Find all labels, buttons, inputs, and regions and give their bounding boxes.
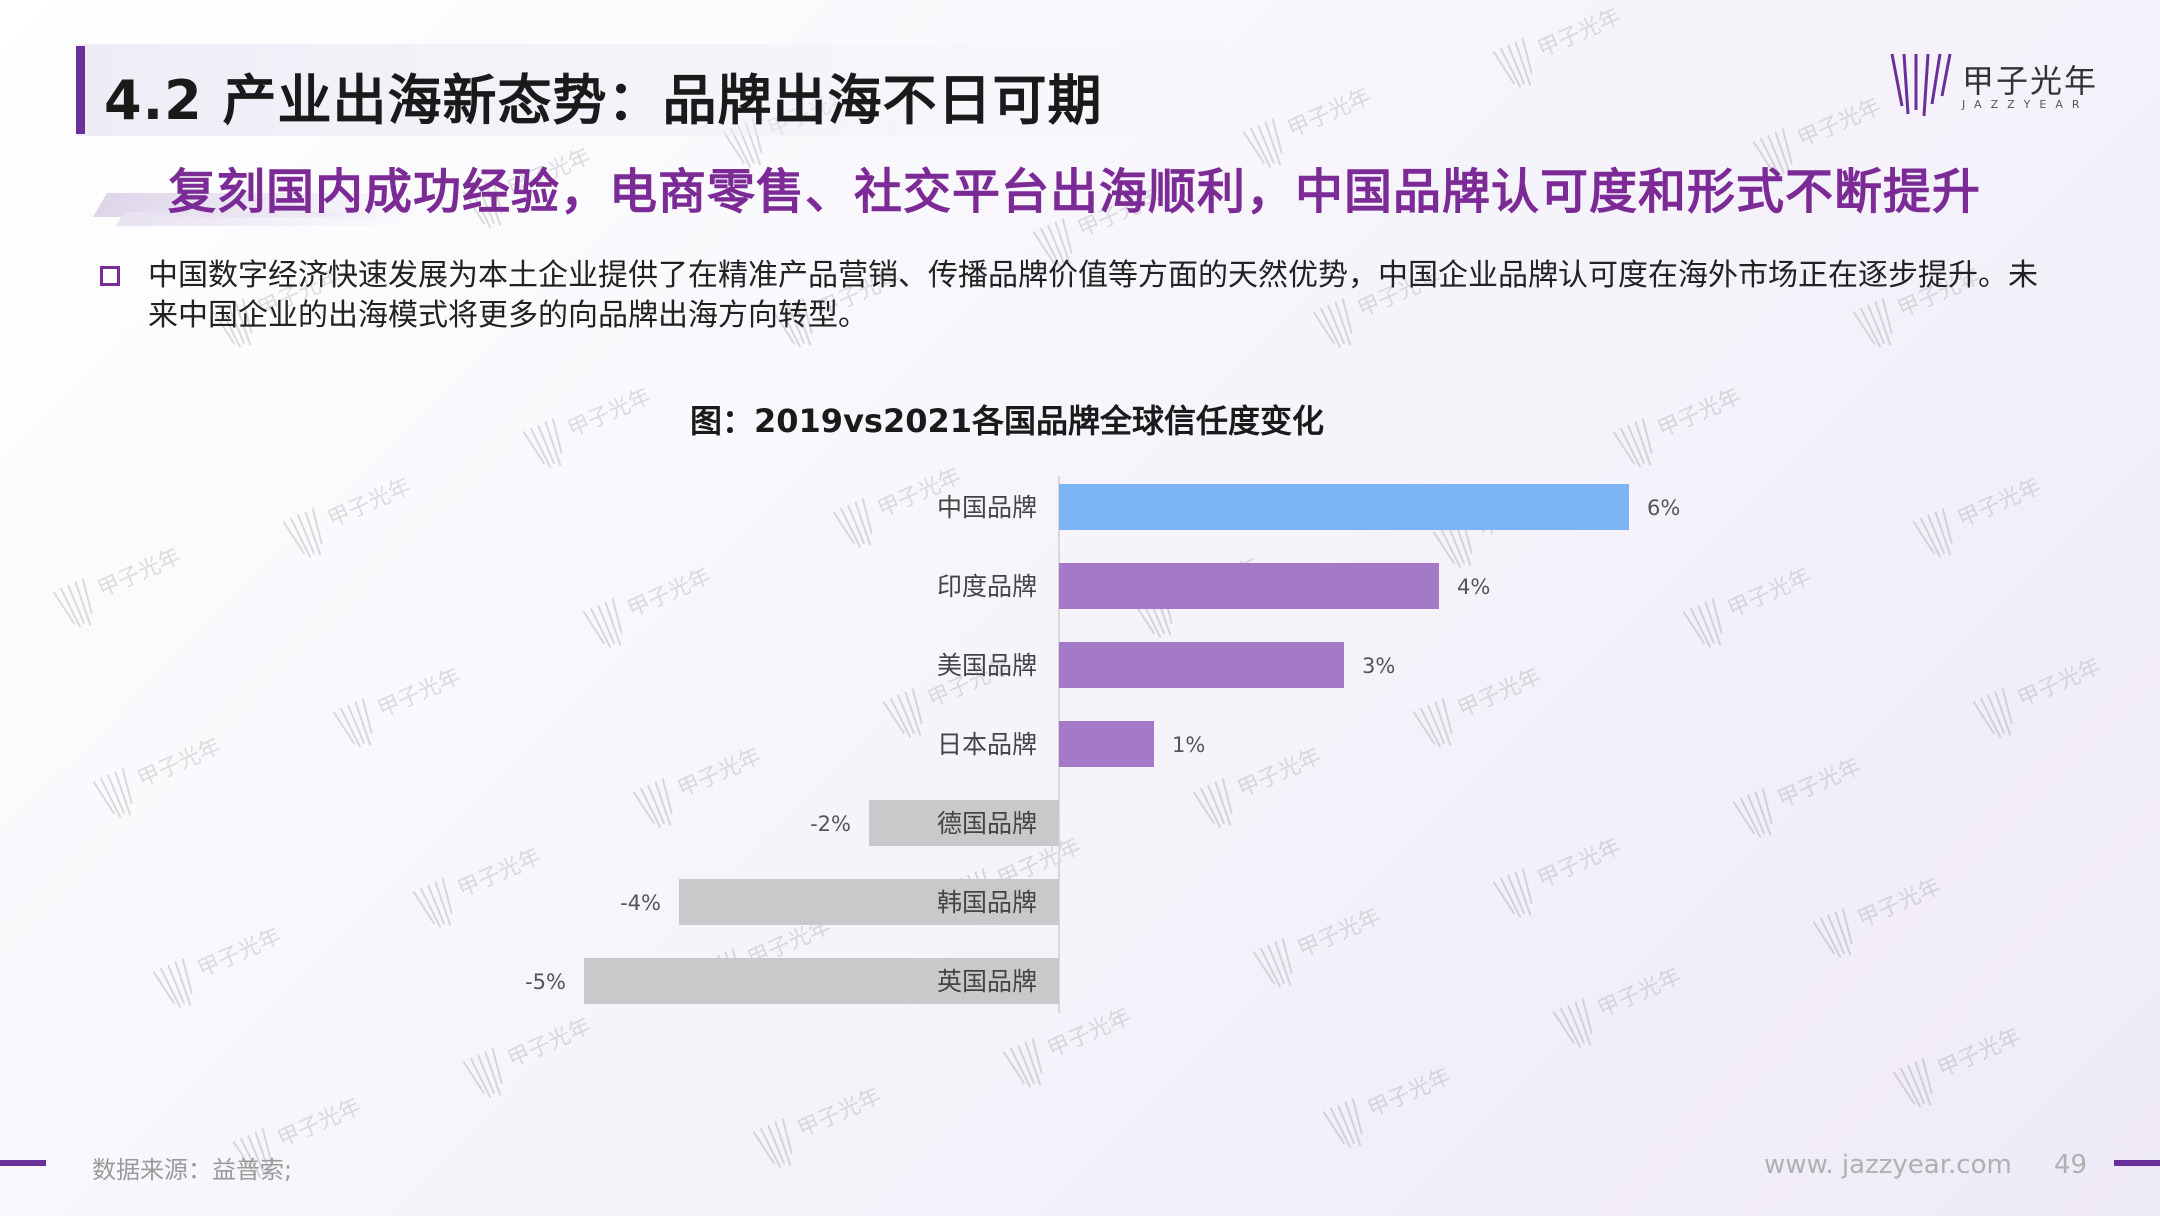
value-label: -4%	[620, 891, 661, 915]
bullet-square-icon	[100, 266, 120, 286]
page-number: 49	[2054, 1150, 2088, 1180]
footer-accent-left	[0, 1160, 46, 1166]
footer-accent-right	[2114, 1160, 2160, 1166]
value-label: 3%	[1362, 654, 1395, 678]
bar	[1059, 484, 1629, 530]
category-label: 英国品牌	[937, 967, 1037, 996]
value-label: 1%	[1172, 733, 1205, 757]
site-url[interactable]: www. jazzyear.com	[1764, 1150, 2012, 1180]
bar	[679, 879, 1059, 925]
logo-subtext: JAZZYEAR	[1962, 98, 2089, 111]
title-accent	[76, 46, 85, 134]
value-label: -5%	[525, 970, 566, 994]
category-label: 美国品牌	[937, 651, 1037, 680]
value-label: 4%	[1457, 575, 1490, 599]
title-bar	[76, 44, 1236, 136]
logo-name: 甲子光年	[1962, 62, 2099, 100]
category-label: 中国品牌	[937, 493, 1037, 522]
category-label: 印度品牌	[937, 572, 1037, 601]
category-label: 德国品牌	[937, 809, 1037, 838]
chart-title: 图：2019vs2021各国品牌全球信任度变化	[690, 402, 1325, 440]
body-paragraph: 中国数字经济快速发展为本土企业提供了在精准产品营销、传播品牌价值等方面的天然优势…	[148, 258, 2038, 333]
category-label: 韩国品牌	[937, 888, 1037, 917]
page-subtitle: 复刻国内成功经验，电商零售、社交平台出海顺利，中国品牌认可度和形式不断提升	[168, 164, 1982, 220]
logo-mark-icon	[1890, 53, 1952, 117]
bar	[584, 958, 1059, 1004]
page-title: 4.2 产业出海新态势：品牌出海不日可期	[104, 69, 1103, 132]
bar	[1059, 642, 1344, 688]
data-source: 数据来源：益普索;	[92, 1156, 293, 1184]
value-label: 6%	[1647, 496, 1680, 520]
category-label: 日本品牌	[937, 730, 1037, 759]
bar	[1059, 563, 1439, 609]
value-label: -2%	[810, 812, 851, 836]
bar	[869, 800, 1059, 846]
bar	[1059, 721, 1154, 767]
